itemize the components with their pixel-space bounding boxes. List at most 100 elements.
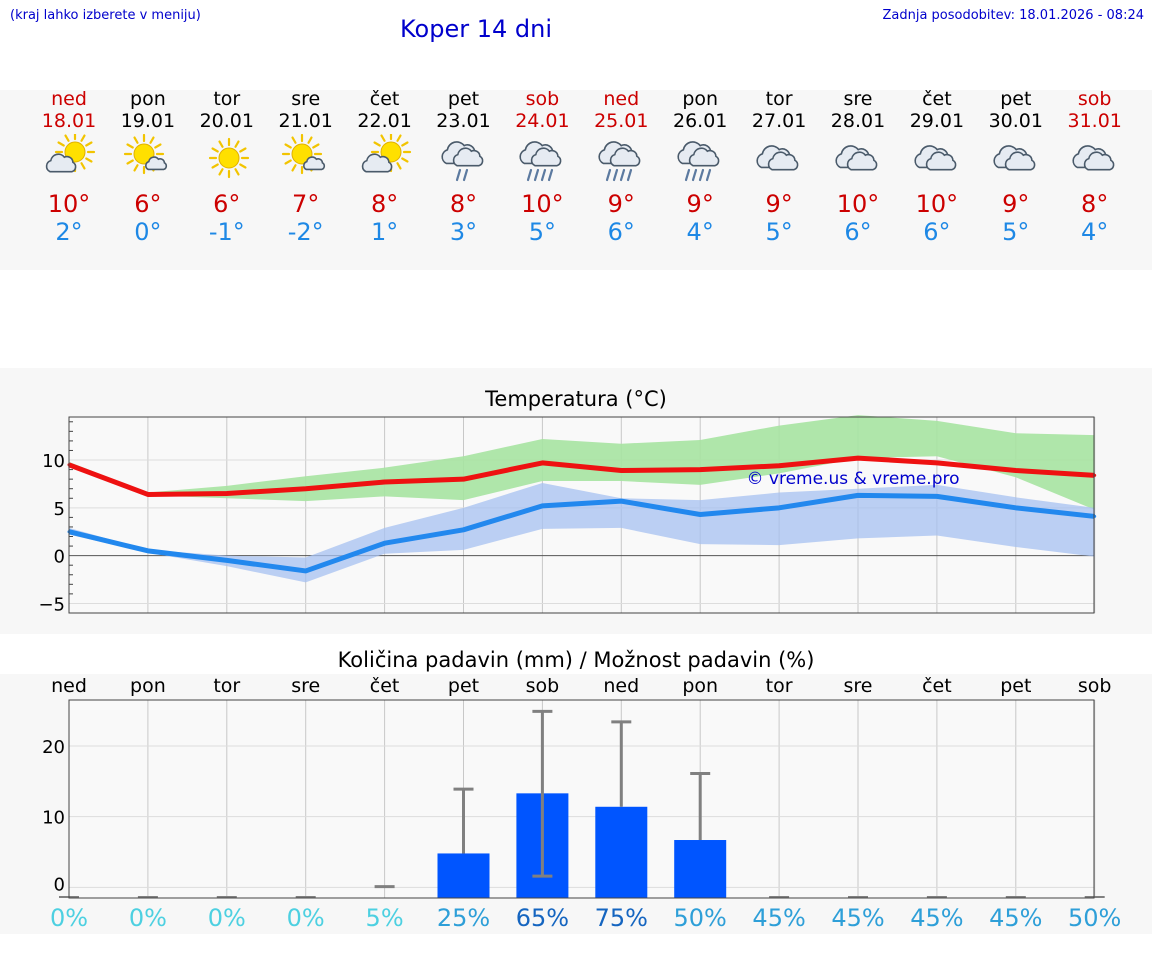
max-temperature: 9° <box>686 190 714 218</box>
day-date: 29.01 <box>909 110 965 132</box>
max-point <box>225 491 229 495</box>
day-name: sob <box>1077 88 1112 110</box>
day-column: tor 20.01 6° -1° <box>187 88 267 246</box>
day-column: čet 22.01 8° 1° <box>345 88 425 246</box>
cloud-icon <box>835 145 878 171</box>
min-point <box>304 569 308 573</box>
sun-icon <box>208 137 249 179</box>
max-point <box>304 487 308 491</box>
precipitation-probability: 0% <box>287 904 325 932</box>
y-tick-label: 5 <box>54 499 65 520</box>
precipitation-probability: 0% <box>50 904 88 932</box>
min-point <box>225 558 229 562</box>
day-date: 31.01 <box>1067 110 1122 132</box>
day-name: pon <box>130 88 166 110</box>
cloud-rain-icon <box>519 141 562 182</box>
day-date: 18.01 <box>41 110 97 132</box>
cloud-rain-icon <box>677 141 720 182</box>
day-date: 24.01 <box>515 110 570 132</box>
day-column: pon 19.01 6° 0° <box>108 88 188 246</box>
last-update: Zadnja posodobitev: 18.01.2026 - 08:24 <box>882 8 1144 23</box>
y-tick-label: 0 <box>54 547 65 568</box>
max-temperature: 10° <box>915 190 959 218</box>
precipitation-probability: 0% <box>129 904 167 932</box>
y-tick-label: 0 <box>54 874 65 895</box>
x-tick-label: pet <box>448 675 479 697</box>
max-point <box>462 477 465 481</box>
precipitation-probability: 0% <box>208 904 246 932</box>
x-tick-label: čet <box>370 675 400 697</box>
y-tick-label: 10 <box>42 451 65 472</box>
precipitation-probability: 5% <box>366 904 404 932</box>
plot-frame <box>68 699 1095 899</box>
sun-cloud-icon <box>45 134 96 173</box>
day-column: pet 30.01 9° 5° <box>976 88 1056 246</box>
precipitation-probability: 75% <box>595 904 648 932</box>
max-temperature: 8° <box>370 190 399 218</box>
min-temperature: 1° <box>370 218 399 246</box>
x-tick-label: tor <box>766 675 793 697</box>
day-column: sob 24.01 10° 5° <box>502 88 582 246</box>
x-tick-label: ned <box>603 675 639 697</box>
day-name: pet <box>1000 88 1032 110</box>
min-temperature: 5° <box>1002 218 1030 246</box>
day-date: 22.01 <box>357 110 412 132</box>
x-tick-label: pet <box>1000 675 1031 697</box>
max-point <box>856 456 860 460</box>
day-name: tor <box>213 88 241 110</box>
day-column: tor 27.01 9° 5° <box>739 88 819 246</box>
cloud-icon <box>1072 145 1115 171</box>
temperature-chart: −5 0 5 10 © vreme.us & vreme.pro <box>38 415 1097 615</box>
precipitation-probability: 65% <box>516 904 569 932</box>
min-range-band <box>69 482 1095 583</box>
precipitation-bar <box>595 806 648 898</box>
max-temperature: 6° <box>213 190 241 218</box>
watermark: © vreme.us & vreme.pro <box>746 469 959 489</box>
precipitation-chart: ned pon tor sre čet pet sob ned pon tor sre čet pet s… <box>42 675 1121 932</box>
temperature-chart-title: Temperatura (°C) <box>485 387 667 411</box>
x-tick-label: pon <box>130 675 166 697</box>
x-tick-label: ned <box>51 675 87 697</box>
sun-small-cloud-icon <box>281 134 325 175</box>
max-point <box>146 492 150 496</box>
min-point <box>619 499 623 503</box>
day-column: sob 31.01 8° 4° <box>1055 88 1135 246</box>
y-tick-label: −5 <box>38 594 65 615</box>
precipitation-probability: 45% <box>989 904 1042 932</box>
max-point <box>777 464 781 468</box>
day-name: čet <box>922 88 952 110</box>
min-temperature: 5° <box>528 218 557 246</box>
precipitation-probability: 45% <box>910 904 963 932</box>
location-hint[interactable]: (kraj lahko izberete v meniju) <box>10 8 201 23</box>
x-tick-label: sob <box>1078 675 1112 697</box>
min-point <box>698 513 702 517</box>
precipitation-probability: 50% <box>674 904 727 932</box>
page-title: Koper 14 dni <box>399 15 552 43</box>
plot-frame <box>68 416 1095 614</box>
precipitation-probability: 25% <box>437 904 490 932</box>
min-point <box>777 506 781 510</box>
min-temperature: 6° <box>923 218 951 246</box>
day-name: sob <box>525 88 560 110</box>
precipitation-probability: 50% <box>1068 904 1121 932</box>
min-point <box>1014 506 1018 510</box>
min-point <box>935 494 939 498</box>
min-temperature: 3° <box>449 218 478 246</box>
day-column: ned 18.01 10° 2° <box>29 88 109 246</box>
day-name: ned <box>603 88 640 110</box>
max-temperature: 8° <box>449 190 478 218</box>
day-date: 21.01 <box>278 110 333 132</box>
max-temperature: 9° <box>607 190 635 218</box>
min-point <box>540 504 544 508</box>
day-name: sre <box>291 88 321 110</box>
day-column: sre 28.01 10° 6° <box>818 88 898 246</box>
x-tick-label: tor <box>213 675 240 697</box>
cloud-icon <box>993 145 1036 171</box>
cloud-icon <box>914 145 957 171</box>
y-tick-label: 20 <box>42 737 65 758</box>
day-name: sre <box>843 88 873 110</box>
precipitation-bar <box>437 853 490 898</box>
max-temperature-line <box>68 455 1095 497</box>
cloud-light-rain-icon <box>440 141 483 182</box>
min-temperature: 4° <box>1081 218 1109 246</box>
